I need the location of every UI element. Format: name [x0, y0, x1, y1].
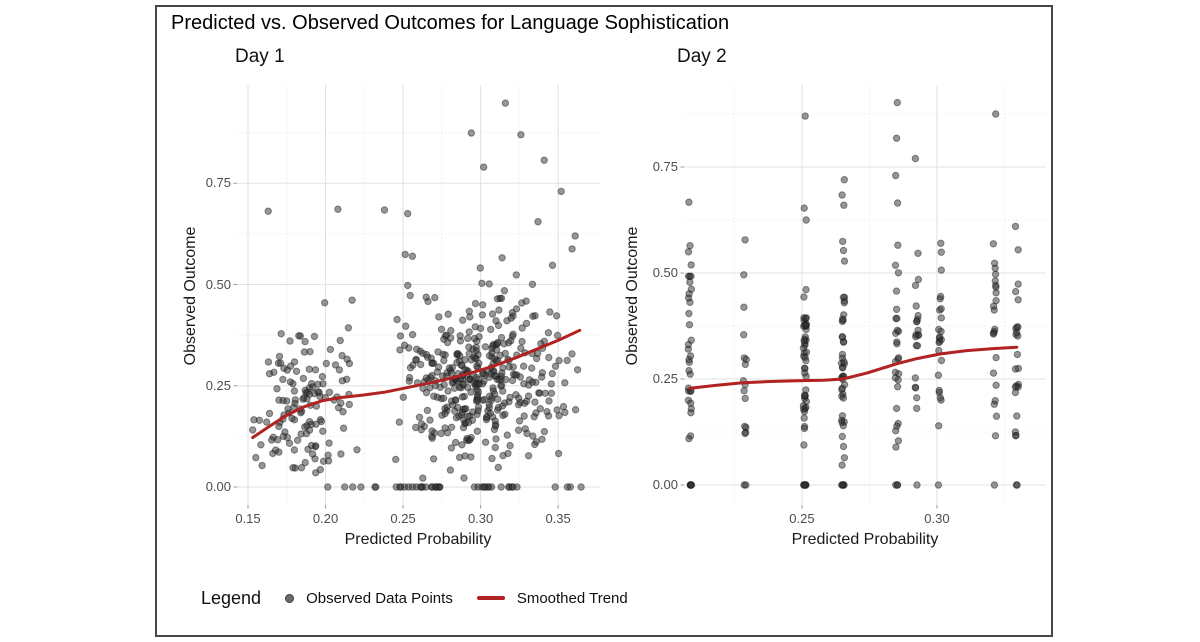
x-tick-label: 0.35: [545, 511, 571, 526]
trend-line: [251, 328, 582, 440]
x-tick-label: 0.15: [235, 511, 261, 526]
scatter-points: [249, 99, 585, 491]
legend-label-trend: Smoothed Trend: [516, 589, 628, 607]
y-tick-label: 0.75: [205, 175, 231, 191]
tick-marks: [680, 166, 938, 509]
x-tick-label: 0.25: [390, 511, 416, 526]
tick-marks: [233, 182, 559, 509]
legend-title: Legend: [201, 587, 262, 608]
legend-item-points: Observed Data Points: [285, 590, 453, 607]
scatter-points: [684, 98, 1023, 489]
panel-title-day2: Day 2: [677, 46, 727, 67]
scatter-plot-day2: [680, 85, 1046, 509]
trend-swatch-icon: [476, 596, 505, 600]
legend-label-points: Observed Data Points: [306, 589, 453, 607]
chart-title: Predicted vs. Observed Outcomes for Lang…: [171, 12, 730, 34]
scatter-plot-day1: [233, 85, 600, 509]
grid-layer: [237, 85, 600, 505]
y-tick-label: 0.50: [205, 276, 231, 292]
trend-line: [688, 345, 1019, 390]
y-tick-label: 0.00: [652, 476, 678, 492]
x-tick-label: 0.30: [924, 511, 950, 526]
x-axis-title-day2: Predicted Probability: [791, 531, 939, 548]
y-tick-label: 0.50: [652, 264, 678, 280]
y-tick-label: 0.25: [652, 370, 678, 386]
y-axis-title-day1: Observed Outcome: [182, 226, 199, 366]
x-tick-label: 0.25: [789, 511, 815, 526]
x-tick-label: 0.20: [312, 511, 339, 526]
y-tick-label: 0.00: [205, 479, 231, 495]
panel-title-day1: Day 1: [235, 46, 285, 67]
legend: Legend Observed Data Points Smoothed Tre…: [201, 583, 628, 613]
y-axis-title-day2: Observed Outcome: [624, 226, 641, 366]
x-tick-label: 0.30: [467, 511, 494, 526]
x-axis-title-day1: Predicted Probability: [344, 531, 492, 548]
point-swatch-icon: [285, 593, 295, 603]
figure-canvas: Predicted vs. Observed Outcomes for Lang…: [155, 5, 1053, 637]
y-tick-label: 0.25: [205, 377, 231, 393]
grid-layer: [684, 85, 1046, 505]
y-tick-label: 0.75: [652, 158, 678, 174]
legend-item-trend: Smoothed Trend: [476, 589, 628, 607]
